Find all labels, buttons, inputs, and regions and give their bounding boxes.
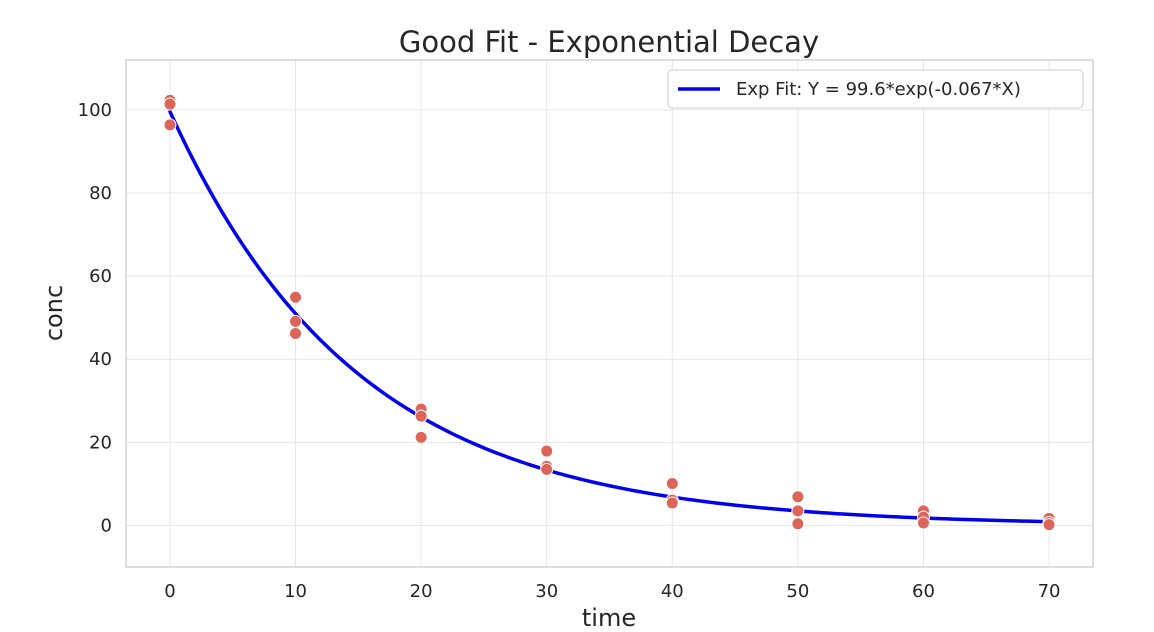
chart-title: Good Fit - Exponential Decay [399, 25, 819, 59]
data-point [916, 516, 930, 530]
plot-frame [125, 59, 1094, 568]
data-point [414, 430, 428, 444]
data-point [163, 118, 177, 132]
data-point [163, 97, 177, 111]
x-tick-labels: 0 10 20 30 40 50 60 70 [164, 581, 1060, 602]
y-tick-labels: 0 20 40 60 80 100 [78, 100, 112, 537]
data-point [791, 490, 805, 504]
data-point [665, 496, 679, 510]
data-point [414, 409, 428, 423]
data-point [540, 462, 554, 476]
x-tick-label: 40 [661, 581, 684, 602]
legend: Exp Fit: Y = 99.6*exp(-0.067*X) [667, 69, 1084, 109]
x-tick-label: 10 [284, 581, 307, 602]
data-point [289, 326, 303, 340]
x-tick-label: 70 [1038, 581, 1061, 602]
y-tick-label: 0 [101, 515, 112, 536]
y-tick-label: 20 [89, 432, 112, 453]
legend-box [667, 69, 1084, 109]
data-point [1042, 518, 1056, 532]
scatter-points [163, 93, 1056, 532]
x-tick-label: 0 [164, 581, 175, 602]
x-tick-label: 60 [912, 581, 935, 602]
x-tick-label: 30 [535, 581, 558, 602]
y-tick-label: 100 [78, 100, 112, 121]
data-point [289, 290, 303, 304]
data-point [791, 504, 805, 518]
x-axis-label: time [582, 604, 636, 632]
data-point [289, 314, 303, 328]
x-tick-label: 20 [410, 581, 433, 602]
series-line-exp-fit [168, 109, 1051, 524]
legend-label-exp-fit: Exp Fit: Y = 99.6*exp(-0.067*X) [736, 79, 1021, 100]
data-point [665, 476, 679, 490]
y-tick-label: 60 [89, 266, 112, 287]
data-point [791, 517, 805, 531]
data-point [540, 444, 554, 458]
x-tick-label: 50 [786, 581, 809, 602]
y-axis-label: conc [40, 285, 68, 341]
y-tick-label: 40 [89, 349, 112, 370]
grid-lines [126, 60, 1093, 567]
y-tick-label: 80 [89, 183, 112, 204]
